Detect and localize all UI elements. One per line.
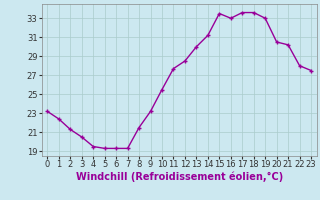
X-axis label: Windchill (Refroidissement éolien,°C): Windchill (Refroidissement éolien,°C) — [76, 172, 283, 182]
